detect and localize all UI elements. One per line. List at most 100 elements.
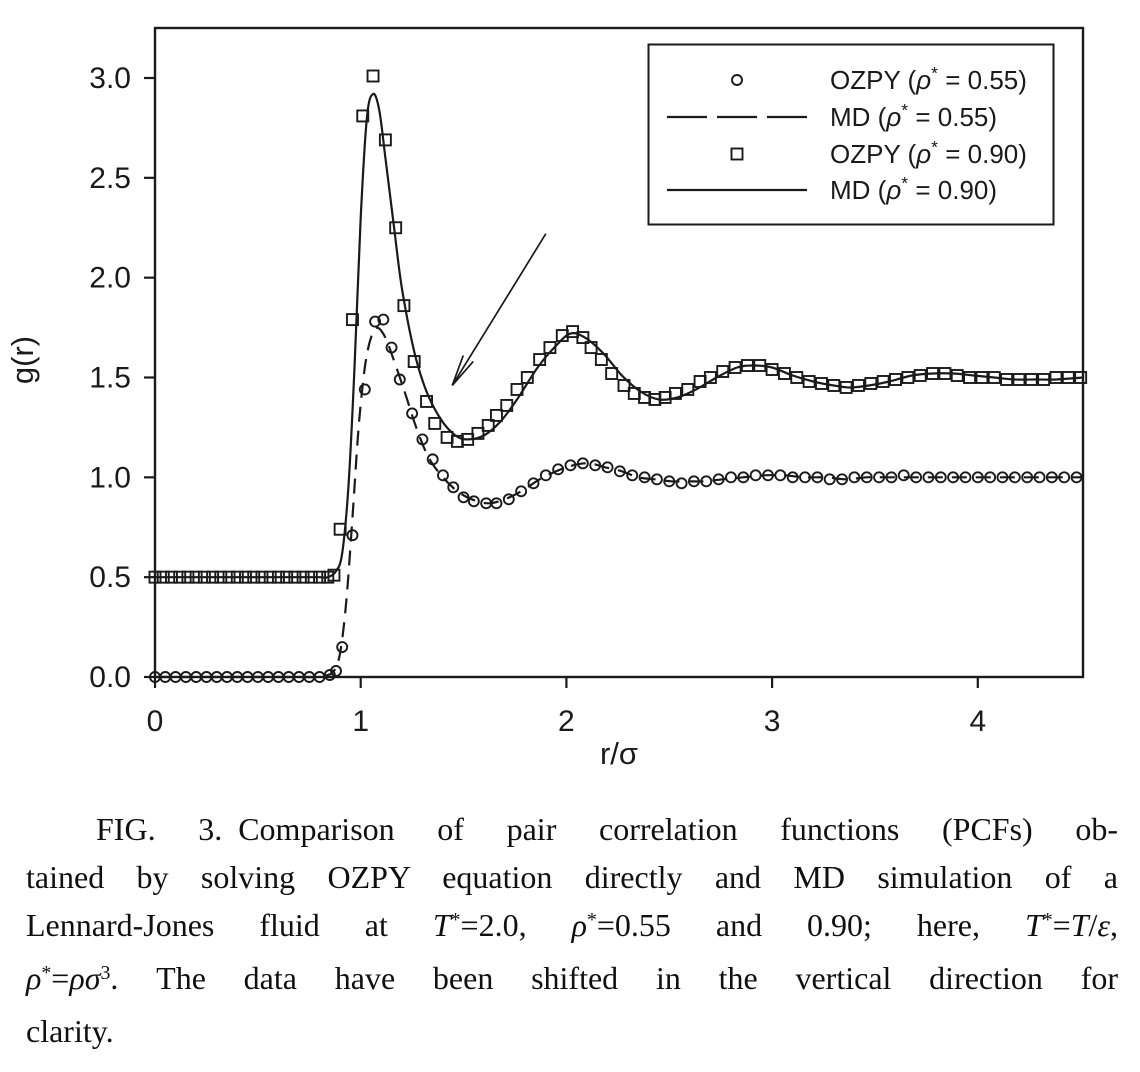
caption-math-italic: T xyxy=(1070,907,1089,943)
square-marker xyxy=(543,341,557,354)
square-marker xyxy=(1037,373,1051,386)
square-marker xyxy=(420,395,433,408)
square-marker xyxy=(728,361,742,374)
caption-superscript: * xyxy=(586,909,597,932)
square-marker xyxy=(617,379,631,392)
x-tick-label: 4 xyxy=(969,705,986,738)
square-marker xyxy=(1000,373,1014,386)
square-marker xyxy=(181,570,195,584)
square-marker xyxy=(1061,371,1075,384)
square-marker xyxy=(222,570,236,584)
caption-text: = xyxy=(51,960,70,996)
square-marker xyxy=(407,355,421,368)
circle-marker xyxy=(675,477,688,490)
square-marker xyxy=(605,367,619,380)
square-marker xyxy=(156,570,170,584)
x-tick-label: 2 xyxy=(558,705,575,738)
circle-marker xyxy=(638,471,651,484)
square-marker xyxy=(397,299,411,313)
square-marker xyxy=(263,570,277,584)
caption-text: . The data have been shifted in the vert… xyxy=(110,960,1118,996)
caption-text: FIG. 3. Comparison of pair correlation f… xyxy=(96,811,1118,847)
circle-marker xyxy=(426,453,439,466)
square-marker xyxy=(366,69,380,83)
circle-marker xyxy=(712,473,725,486)
caption-text: tained by solving OZPY equation directly… xyxy=(26,859,1118,895)
square-marker xyxy=(584,341,598,354)
caption-line: clarity. xyxy=(26,1007,1118,1055)
circle-marker xyxy=(1021,471,1034,484)
square-marker xyxy=(1012,373,1026,386)
square-marker xyxy=(740,359,754,372)
caption-math-italic: T xyxy=(1024,907,1043,943)
circle-marker xyxy=(1070,471,1083,484)
circle-marker xyxy=(947,471,960,484)
legend-square-symbol xyxy=(730,147,744,161)
series-md-055 xyxy=(155,326,1083,679)
caption-math-italic: ρ xyxy=(571,907,587,943)
square-marker xyxy=(668,387,682,400)
square-marker xyxy=(378,133,392,147)
square-marker xyxy=(1074,371,1088,384)
square-marker xyxy=(533,353,547,366)
caption-superscript: 3 xyxy=(100,962,111,985)
circle-marker xyxy=(457,491,470,504)
square-marker xyxy=(520,371,534,384)
square-marker xyxy=(901,371,915,384)
square-marker xyxy=(975,371,989,384)
circle-marker xyxy=(467,495,480,508)
caption-superscript: * xyxy=(1042,909,1053,932)
circle-marker xyxy=(416,433,429,446)
caption-line: tained by solving OZPY equation directly… xyxy=(26,853,1118,901)
square-marker xyxy=(1049,371,1063,384)
circle-marker xyxy=(437,469,449,482)
square-marker xyxy=(790,371,804,384)
y-tick-label: 2.5 xyxy=(89,162,131,195)
circle-marker xyxy=(799,471,811,484)
circle-marker xyxy=(1008,471,1021,484)
y-tick-label: 2.0 xyxy=(89,262,131,295)
circle-marker xyxy=(613,465,626,478)
x-tick-label: 3 xyxy=(764,705,781,738)
circle-marker xyxy=(749,469,762,482)
square-marker xyxy=(346,313,359,327)
square-marker xyxy=(753,359,767,372)
square-marker xyxy=(189,570,203,584)
circle-marker xyxy=(1033,471,1046,484)
caption-math-italic: ρσ xyxy=(69,960,101,996)
circle-marker xyxy=(762,469,774,482)
x-axis-title: r/σ xyxy=(600,736,638,771)
series-ozpy-090 xyxy=(148,69,1088,584)
square-marker xyxy=(206,570,220,584)
legend: OZPY (ρ* = 0.55) MD (ρ* = 0.55) OZPY (ρ* =… xyxy=(647,43,1055,226)
square-marker xyxy=(703,371,717,384)
circle-marker xyxy=(959,471,972,484)
circle-marker xyxy=(490,497,503,510)
circle-marker xyxy=(971,471,984,484)
circle-marker xyxy=(786,471,799,484)
circle-marker xyxy=(377,313,390,326)
arrow-barb xyxy=(451,355,465,386)
legend-label: MD (ρ* = 0.90) xyxy=(830,173,997,205)
legend-item: MD (ρ* = 0.55) xyxy=(667,100,997,132)
md-055-curve xyxy=(155,326,1083,679)
caption-superscript: * xyxy=(450,909,461,932)
y-tick-label: 1.0 xyxy=(89,461,131,494)
circle-marker xyxy=(330,665,342,677)
figure-caption: FIG. 3. Comparison of pair correlation f… xyxy=(0,805,1140,1055)
caption-text: = xyxy=(1052,907,1071,943)
circle-marker xyxy=(406,407,419,420)
circle-marker xyxy=(393,373,406,386)
circle-marker xyxy=(725,471,737,484)
square-marker xyxy=(864,377,878,390)
square-marker xyxy=(913,369,927,382)
square-marker xyxy=(490,408,503,422)
arrow-shaft xyxy=(451,233,547,386)
caption-superscript: * xyxy=(41,962,52,985)
square-marker xyxy=(239,570,252,584)
square-marker xyxy=(280,570,294,584)
legend-item: OZPY (ρ* = 0.90) xyxy=(730,137,1027,169)
legend-box xyxy=(647,43,1055,226)
square-marker xyxy=(327,568,341,582)
